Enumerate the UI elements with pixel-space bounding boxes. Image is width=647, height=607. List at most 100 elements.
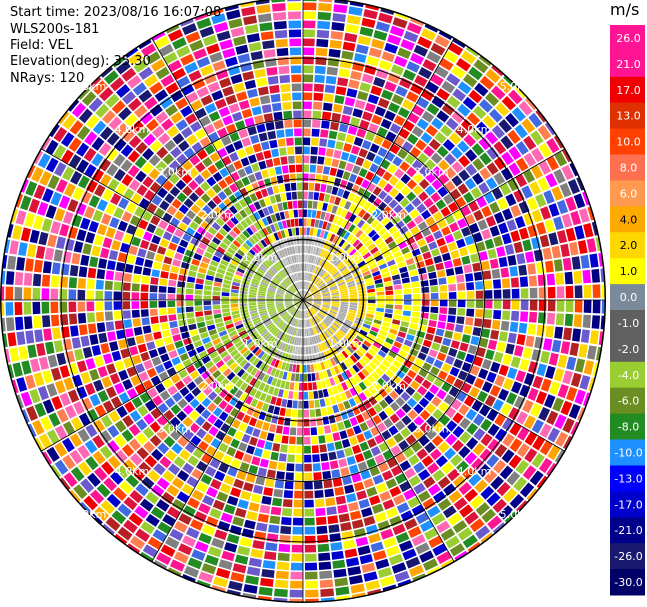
range-gate (444, 330, 454, 339)
range-gate (245, 473, 256, 483)
range-gate (212, 60, 226, 72)
colorbar-swatch (610, 335, 645, 363)
range-gate (304, 300, 312, 304)
range-gate (402, 310, 411, 317)
range-gate (260, 239, 268, 248)
range-gate (399, 266, 408, 274)
range-gate (300, 290, 303, 299)
range-gate (269, 224, 276, 233)
range-gate (214, 529, 228, 541)
range-gate (54, 459, 69, 475)
range-gate (222, 312, 231, 317)
range-gate (506, 471, 521, 486)
range-gate (493, 459, 507, 474)
range-gate (410, 380, 420, 391)
range-gate (271, 327, 278, 334)
range-gate (269, 312, 278, 317)
range-gate (452, 257, 462, 267)
range-gate (124, 113, 138, 127)
range-gate (167, 293, 176, 300)
range-gate (276, 262, 283, 270)
range-gate (45, 341, 55, 355)
range-gate (262, 422, 270, 431)
range-gate (321, 407, 328, 416)
range-gate (129, 453, 143, 466)
range-gate (292, 327, 296, 336)
range-gate (308, 346, 312, 355)
range-gate (63, 472, 78, 488)
range-gate (279, 284, 287, 290)
range-gate (394, 135, 405, 147)
range-gate (54, 442, 68, 458)
range-gate (524, 448, 538, 463)
range-gate (285, 325, 290, 333)
range-gate (513, 241, 524, 254)
range-gate (206, 246, 216, 255)
range-gate (245, 323, 254, 329)
range-gate (304, 296, 312, 300)
azimuth-line (302, 299, 565, 452)
range-gate (373, 77, 386, 88)
range-gate (525, 335, 535, 348)
range-gate (416, 448, 428, 460)
range-gate (310, 308, 316, 315)
range-gate (194, 13, 209, 21)
range-gate (401, 246, 410, 255)
range-gate (303, 101, 312, 110)
range-gate (185, 343, 195, 352)
range-gate (118, 392, 130, 404)
range-gate (91, 136, 105, 151)
range-gate (366, 486, 378, 497)
range-gate (383, 317, 392, 323)
range-gate (248, 154, 257, 164)
range-gate (467, 344, 478, 355)
range-gate (89, 393, 101, 407)
range-gate (68, 313, 78, 325)
range-gate (434, 65, 449, 79)
range-gate (323, 425, 332, 434)
range-gate (254, 273, 263, 279)
azimuth-line (302, 148, 565, 301)
range-gate (157, 521, 172, 535)
range-gate (61, 132, 75, 147)
range-gate (129, 535, 146, 550)
range-gate (370, 326, 380, 333)
range-gate (314, 316, 320, 323)
range-gate (443, 483, 457, 496)
range-gate (268, 460, 278, 470)
range-gate (250, 134, 260, 144)
range-gate (451, 65, 466, 79)
range-gate (523, 169, 536, 183)
range-gate (484, 191, 496, 204)
range-gate (231, 307, 239, 312)
range-gate (53, 249, 63, 262)
range-gate (367, 292, 376, 297)
range-gate (9, 347, 20, 362)
range-gate (233, 140, 244, 151)
colorbar-swatch (610, 232, 645, 259)
range-gate (398, 128, 410, 140)
range-gate (387, 333, 396, 340)
range-gate (254, 369, 262, 379)
range-gate (481, 328, 491, 338)
range-gate (172, 67, 186, 80)
range-gate (464, 235, 475, 246)
range-gate (185, 31, 201, 44)
range-gate (207, 226, 217, 236)
range-gate (281, 435, 289, 444)
range-gate (245, 445, 256, 455)
range-gate (391, 562, 407, 574)
range-gate (311, 289, 319, 294)
range-gate (241, 312, 249, 317)
range-gate (312, 382, 318, 390)
range-gate (424, 159, 436, 171)
range-gate (231, 285, 240, 290)
range-gate (271, 377, 278, 387)
range-gate (305, 598, 319, 602)
range-gate (340, 295, 349, 298)
range-gate (384, 313, 393, 319)
range-ring-label: 4.0km (457, 123, 492, 136)
range-gate (113, 301, 122, 310)
range-gate (297, 328, 300, 337)
range-gate (116, 465, 130, 479)
